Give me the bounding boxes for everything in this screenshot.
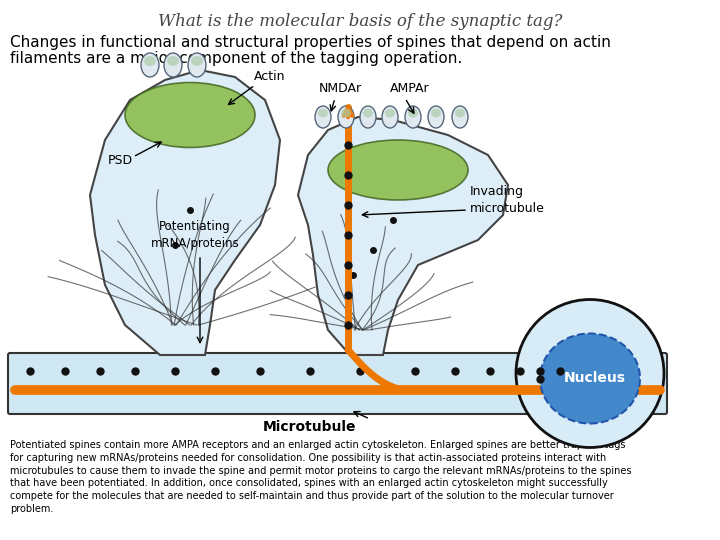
Text: Changes in functional and structural properties of spines that depend on actin: Changes in functional and structural pro… [10,35,611,50]
Polygon shape [298,117,508,355]
Ellipse shape [428,106,444,128]
Ellipse shape [540,334,640,423]
Ellipse shape [431,109,441,118]
Text: AMPAr: AMPAr [390,82,430,95]
Text: Microtubule: Microtubule [264,420,356,434]
Ellipse shape [167,56,179,66]
Ellipse shape [315,106,331,128]
Polygon shape [90,70,280,355]
Ellipse shape [328,140,468,200]
Ellipse shape [164,53,182,77]
Ellipse shape [318,109,328,118]
Text: Invading
microtubule: Invading microtubule [470,185,545,215]
Text: What is the molecular basis of the synaptic tag?: What is the molecular basis of the synap… [158,13,562,30]
Text: PSD: PSD [107,153,132,166]
Text: filaments are a major component of the tagging operation.: filaments are a major component of the t… [10,51,462,66]
Ellipse shape [191,56,203,66]
Ellipse shape [382,106,398,128]
Text: Potentiating
mRNA/proteins: Potentiating mRNA/proteins [150,220,239,250]
Ellipse shape [385,109,395,118]
FancyBboxPatch shape [8,353,667,414]
Text: Actin: Actin [254,70,286,83]
Ellipse shape [141,53,159,77]
Ellipse shape [360,106,376,128]
Ellipse shape [455,109,465,118]
Ellipse shape [338,106,354,128]
Text: Potentiated spines contain more AMPA receptors and an enlarged actin cytoskeleto: Potentiated spines contain more AMPA rec… [10,440,631,514]
Ellipse shape [188,53,206,77]
Ellipse shape [341,109,351,118]
Ellipse shape [363,109,373,118]
Ellipse shape [516,300,664,448]
Ellipse shape [452,106,468,128]
Ellipse shape [405,106,421,128]
Ellipse shape [125,83,255,147]
Ellipse shape [408,109,418,118]
Text: NMDAr: NMDAr [318,82,361,95]
Ellipse shape [144,56,156,66]
Text: Nucleus: Nucleus [564,372,626,386]
